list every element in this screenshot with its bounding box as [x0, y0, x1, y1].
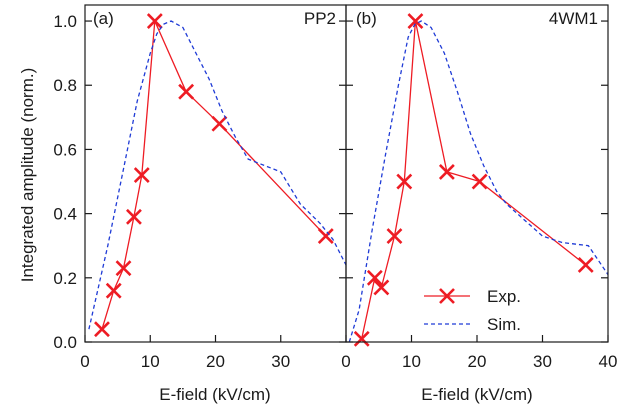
panel-a-x-axis-label: E-field (kV/cm)	[159, 385, 270, 404]
y-tick-label-0.6: 0.6	[53, 140, 77, 159]
panel-b-exp-point-7	[471, 173, 488, 190]
panel-b-x-tick-label-20: 20	[468, 352, 487, 371]
panel-b-x-tick-label-30: 30	[533, 352, 552, 371]
panel-b-x-tick-label-10: 10	[402, 352, 421, 371]
panel-a-exp-point-3	[126, 208, 142, 225]
panel-b-label: (b)	[356, 9, 377, 28]
panel-b-id: 4WM1	[549, 9, 598, 28]
y-axis-label: Integrated amplitude (norm.)	[18, 68, 37, 283]
panel-b-exp-line	[361, 20, 587, 339]
panel-b-x-tick-label-0: 0	[341, 352, 350, 371]
panel-a-x-tick-label-20: 20	[206, 352, 225, 371]
panel-a-plot	[88, 13, 347, 338]
panel-a: (a) PP2 0 10 20 30 0.0 0.2 0.4 0.6 0.8 1.0 E-fiel…	[53, 4, 347, 404]
panel-a-exp-point-1	[105, 282, 122, 299]
panel-a-sim-line	[88, 20, 347, 330]
legend-sim-label: Sim.	[487, 315, 521, 334]
y-tick-label-1.0: 1.0	[53, 12, 77, 31]
panel-a-exp-point-2	[115, 260, 132, 277]
panel-a-exp-point-6	[178, 83, 195, 100]
y-tick-label-0.2: 0.2	[53, 269, 77, 288]
panel-b-exp-point-5	[407, 13, 424, 29]
panel-b-x-axis-label: E-field (kV/cm)	[421, 385, 532, 404]
panel-a-exp-point-7	[211, 115, 228, 132]
panel-b-plot	[348, 13, 609, 347]
panel-a-x-tick-label-0: 0	[80, 352, 89, 371]
panel-a-x-tick-label-30: 30	[271, 352, 290, 371]
panel-a-exp-point-4	[133, 167, 150, 184]
panel-b-exp-point-4	[396, 173, 413, 190]
panel-b-ticks: 0 10 20 30 40	[341, 20, 618, 371]
panel-b-x-tick-label-40: 40	[599, 352, 618, 371]
panel-b-exp-point-1	[366, 269, 383, 286]
panel-b-exp-point-6	[438, 163, 455, 180]
legend-exp-marker	[439, 288, 455, 304]
panel-a-exp-point-0	[94, 321, 110, 338]
panel-a-id: PP2	[304, 9, 336, 28]
y-tick-label-0.0: 0.0	[53, 333, 77, 352]
panel-a-frame	[84, 4, 347, 343]
panel-b-sim-line	[348, 20, 609, 343]
panel-a-label: (a)	[93, 9, 114, 28]
panel-a-ticks: 0 10 20 30 0.0 0.2 0.4 0.6 0.8 1.0	[53, 12, 346, 371]
panel-a-x-tick-label-10: 10	[141, 352, 160, 371]
y-tick-label-0.8: 0.8	[53, 76, 77, 95]
panel-a-exp-point-5	[146, 13, 163, 29]
y-tick-label-0.4: 0.4	[53, 205, 77, 224]
panel-b-exp-point-2	[373, 279, 390, 296]
panel-b-exp-point-8	[577, 257, 594, 273]
panel-a-exp-point-8	[317, 228, 334, 245]
legend-exp-label: Exp.	[487, 287, 521, 306]
legend: Exp. Sim.	[424, 287, 521, 334]
panel-a-exp-line	[101, 20, 327, 330]
panel-b: (b) 4WM1 0 10 20 30 40 E-field (kV/cm)	[341, 4, 618, 404]
panel-b-exp-point-0	[353, 330, 370, 347]
panel-b-exp-point-3	[386, 228, 403, 245]
